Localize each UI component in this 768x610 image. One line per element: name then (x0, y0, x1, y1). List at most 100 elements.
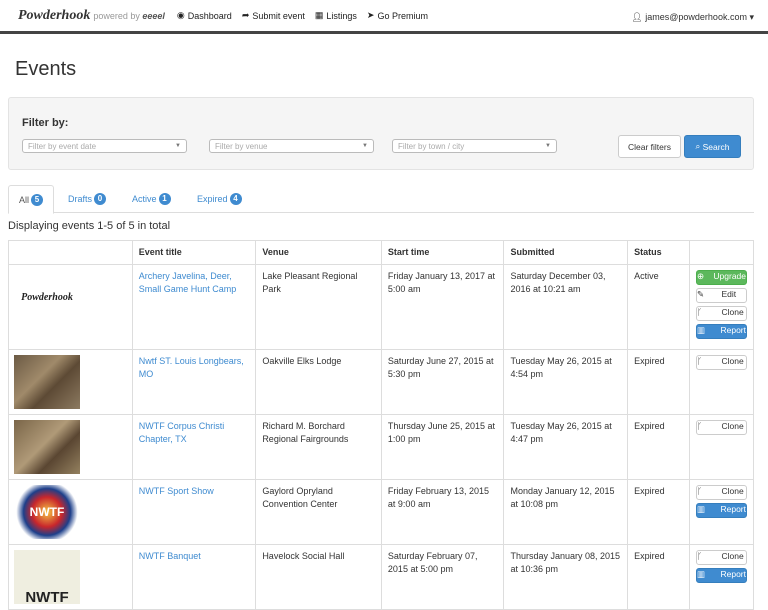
table-row: NWTF NWTF Banquet Havelock Social Hall S… (8, 544, 754, 610)
bar-chart-icon: ▥ (697, 569, 708, 579)
caret-down-icon: ▼ (362, 143, 368, 149)
page-title: Events (15, 58, 77, 80)
table-row: Nwtf ST. Louis Longbears, MO Oakville El… (8, 349, 754, 415)
fork-icon: ᚴ (697, 551, 705, 561)
event-title-link[interactable]: NWTF Corpus Christi Chapter, TX (138, 421, 225, 444)
col-image (8, 240, 133, 265)
report-button[interactable]: ▥ Report (696, 568, 747, 583)
status: Expired (627, 479, 690, 545)
event-thumbnail[interactable] (14, 355, 80, 409)
venue: Oakville Elks Lodge (255, 349, 382, 415)
clone-button[interactable]: ᚴ Clone (696, 420, 747, 435)
fork-icon: ᚴ (697, 356, 705, 366)
start-time: Thursday June 25, 2015 at 1:00 pm (380, 414, 505, 480)
actions-cell: ᚴ Clone (689, 414, 754, 480)
edit-button[interactable]: ✎ Edit (696, 288, 747, 303)
tab-drafts[interactable]: Drafts 0 (58, 185, 116, 213)
search-button[interactable]: ⌕ Search (684, 135, 741, 158)
status: Active (627, 264, 690, 350)
caret-down-icon: ▼ (175, 143, 181, 149)
submitted: Tuesday May 26, 2015 at 4:54 pm (503, 349, 629, 415)
clone-button[interactable]: ᚴ Clone (696, 485, 747, 500)
venue: Lake Pleasant Regional Park (255, 264, 382, 350)
dashboard-icon: ◉ (176, 10, 185, 20)
venue: Richard M. Borchard Regional Fairgrounds (255, 414, 382, 480)
tab-all[interactable]: All 5 (8, 185, 55, 214)
start-time: Saturday February 07, 2015 at 5:00 pm (380, 544, 505, 610)
actions-cell: ᚴ Clone ▥ Report (689, 544, 754, 610)
results-summary: Displaying events 1-5 of 5 in total (8, 220, 171, 232)
col-title: Event title (131, 240, 257, 265)
clear-filters-button[interactable]: Clear filters (618, 135, 681, 158)
venue-filter[interactable]: Filter by venue ▼ (209, 139, 374, 153)
submitted: Saturday December 03, 2016 at 10:21 am (503, 264, 629, 350)
powered-by: powered by eeeel (93, 10, 165, 21)
event-title-link[interactable]: Archery Javelina, Deer, Small Game Hunt … (138, 271, 237, 294)
nav-submit-event[interactable]: ➦ Submit event (241, 10, 305, 21)
col-submitted: Submitted (503, 240, 629, 265)
top-navbar: Powderhook powered by eeeel ◉ Dashboard ➦… (0, 0, 768, 34)
status: Expired (627, 544, 690, 610)
actions-cell: ᚴ Clone (689, 349, 754, 415)
start-time: Saturday June 27, 2015 at 5:30 pm (380, 349, 505, 415)
caret-down-icon: ▾ (749, 12, 754, 22)
caret-down-icon: ▼ (545, 143, 551, 149)
report-button[interactable]: ▥ Report (696, 503, 747, 518)
table-header: Event title Venue Start time Submitted S… (8, 240, 754, 265)
actions-cell: ⊕ Upgrade ✎ Edit ᚴ Clone ▥ Report (689, 264, 754, 350)
status: Expired (627, 414, 690, 480)
table-row: Powderhook Archery Javelina, Deer, Small… (8, 264, 754, 350)
table-row: NWTF Corpus Christi Chapter, TX Richard … (8, 414, 754, 480)
town-filter[interactable]: Filter by town / city ▼ (392, 139, 557, 153)
upgrade-button[interactable]: ⊕ Upgrade (696, 270, 747, 285)
share-icon: ➦ (241, 10, 250, 20)
user-menu[interactable]: 👤︎ james@powderhook.com ▾ (631, 12, 754, 22)
calendar-icon: ▦ (314, 10, 324, 20)
filter-label: Filter by: (22, 117, 69, 129)
rocket-icon: ➤ (366, 10, 375, 20)
search-icon: ⌕ (695, 141, 703, 151)
thumbnail-cell: Powderhook (8, 264, 133, 350)
clone-button[interactable]: ᚴ Clone (696, 355, 747, 370)
bar-chart-icon: ▥ (697, 325, 708, 335)
fork-icon: ᚴ (697, 421, 705, 431)
tab-active[interactable]: Active 1 (122, 185, 181, 213)
event-thumbnail[interactable]: Powderhook (14, 270, 80, 324)
start-time: Friday February 13, 2015 at 9:00 am (380, 479, 505, 545)
report-button[interactable]: ▥ Report (696, 324, 747, 339)
event-thumbnail[interactable] (14, 420, 80, 474)
thumbnail-cell (8, 349, 133, 415)
submitted: Thursday January 08, 2015 at 10:36 pm (503, 544, 629, 610)
nav-listings[interactable]: ▦ Listings (314, 10, 357, 21)
event-date-filter[interactable]: Filter by event date ▼ (22, 139, 187, 153)
bar-chart-icon: ▥ (697, 504, 708, 514)
logo[interactable]: Powderhook (18, 7, 91, 23)
event-thumbnail[interactable]: NWTF (14, 550, 80, 605)
tab-expired[interactable]: Expired 4 (187, 185, 252, 213)
event-title-link[interactable]: Nwtf ST. Louis Longbears, MO (138, 356, 244, 379)
thumbnail-cell (8, 414, 133, 480)
submitted: Tuesday May 26, 2015 at 4:47 pm (503, 414, 629, 480)
fork-icon: ᚴ (697, 486, 705, 496)
table-row: NWTF NWTF Sport Show Gaylord Opryland Co… (8, 479, 754, 545)
clone-button[interactable]: ᚴ Clone (696, 306, 747, 321)
plus-circle-icon: ⊕ (697, 271, 707, 281)
events-table: Event title Venue Start time Submitted S… (8, 240, 754, 610)
clone-button[interactable]: ᚴ Clone (696, 550, 747, 565)
venue: Havelock Social Hall (255, 544, 382, 610)
nav-dashboard[interactable]: ◉ Dashboard (176, 10, 232, 21)
thumbnail-cell: NWTF (8, 479, 133, 545)
event-thumbnail[interactable]: NWTF (14, 485, 80, 539)
status: Expired (627, 349, 690, 415)
start-time: Friday January 13, 2017 at 5:00 am (380, 264, 505, 350)
nav-go-premium[interactable]: ➤ Go Premium (366, 10, 428, 21)
event-title-link[interactable]: NWTF Sport Show (138, 486, 214, 496)
fork-icon: ᚴ (697, 307, 705, 317)
event-title-link[interactable]: NWTF Banquet (138, 551, 201, 561)
col-status: Status (627, 240, 690, 265)
submitted: Monday January 12, 2015 at 10:08 pm (503, 479, 629, 545)
venue: Gaylord Opryland Convention Center (255, 479, 382, 545)
status-tabs: All 5 Drafts 0 Active 1 Expired 4 (8, 185, 754, 214)
actions-cell: ᚴ Clone ▥ Report (689, 479, 754, 545)
filter-panel: Filter by: Filter by event date ▼ Filter … (8, 97, 754, 170)
